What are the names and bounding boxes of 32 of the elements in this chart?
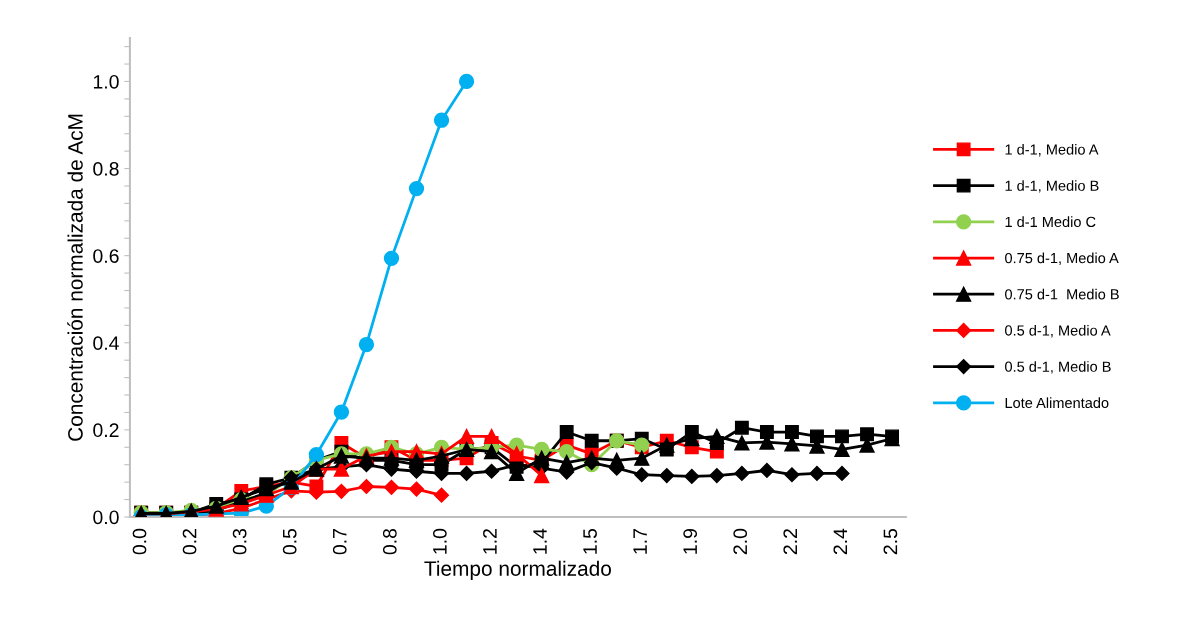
x-tick-label: 0.0 (132, 528, 147, 555)
x-tick-label: 0.7 (332, 529, 347, 555)
y-tick-label: 0.4 (93, 336, 119, 351)
y-tick-label: 0.8 (93, 162, 119, 176)
x-tick-label: 1.9 (683, 529, 698, 554)
x-tick-label: 0.2 (182, 529, 197, 555)
x-tick-label: 0.8 (382, 528, 397, 555)
legend-label: 0.75 d-1, Medio A (1005, 252, 1119, 265)
x-tick-label: 2.4 (833, 528, 848, 555)
x-tick-label: 2.0 (733, 528, 748, 555)
y-tick-label: 0.6 (93, 249, 119, 263)
legend-label: Lote Alimentado (1005, 397, 1109, 409)
legend-label: 1 d-1, Medio A (1005, 143, 1099, 157)
legend-label: 0.5 d-1, Medio A (1005, 324, 1111, 338)
legend-label: 1 d-1 Medio C (1005, 216, 1096, 228)
legend-label: 0.75 d-1 Medio B (1005, 288, 1119, 300)
x-tick-label: 1.5 (583, 528, 597, 554)
y-axis-title: Concentración normalizada de AcM (67, 114, 83, 441)
legend-label: 1 d-1, Medio B (1005, 180, 1099, 193)
x-axis-title: Tiempo normalizado (424, 560, 611, 581)
x-tick-label: 2.5 (883, 528, 898, 555)
x-tick-label: 1.2 (483, 529, 497, 554)
x-tick-label: 2.2 (783, 529, 797, 555)
x-tick-label: 0.3 (232, 528, 247, 555)
x-tick-label: 1.4 (533, 528, 547, 554)
y-tick-label: 0.0 (93, 510, 119, 525)
x-tick-label: 1.7 (633, 529, 647, 554)
y-tick-label: 0.2 (93, 423, 119, 438)
x-tick-label: 1.0 (432, 528, 447, 554)
x-tick-label: 0.5 (282, 528, 297, 555)
y-tick-label: 1.0 (93, 74, 119, 89)
legend-label: 0.5 d-1, Medio B (1005, 361, 1111, 374)
